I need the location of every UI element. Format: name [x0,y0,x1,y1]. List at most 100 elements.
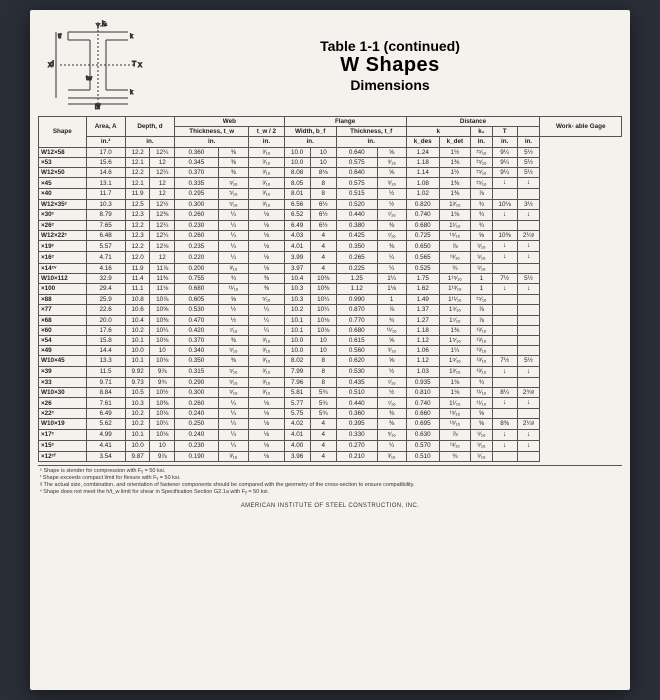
cell: 0.510 [406,451,439,461]
cell: 5½ [517,157,540,167]
cell: ×77 [39,305,87,315]
cell: 4 [310,451,336,461]
cell: ⅝ [218,295,249,305]
cell: ⅛ [249,409,284,419]
cell: ×16ᶜ [39,252,87,263]
cell: 0.230 [175,220,218,230]
unit-kdet: k_det [439,137,470,147]
cell: 12 [150,252,175,263]
cell: 8 [310,356,336,366]
cell: 0.300 [175,387,218,397]
table-row: ×339.719.739¾0.290⁵⁄₁₆³⁄₁₆7.9680.435⁷⁄₁₆… [39,377,622,387]
cell: ×17ᶜ [39,429,87,440]
cell: 0.225 [336,263,377,273]
cell: ×22ᶜ [39,409,87,419]
unit-kdes: k_des [406,137,439,147]
cell: 7½ [492,273,517,283]
cell: 10 [310,157,336,167]
cell [517,346,540,356]
cell: ×15ᶜ [39,440,87,451]
cell: 0.740 [406,398,439,409]
cell: ↓ [492,284,517,295]
cell: 9¼ [492,168,517,178]
cell: 14.4 [86,346,125,356]
cell: ¹³⁄₁₆ [470,335,492,345]
cell: ⁵⁄₁₆ [249,295,284,305]
cell: 0.615 [336,335,377,345]
cell: ×12ᶜᶠ [39,451,87,461]
cell: ¹⁵⁄₁₆ [439,231,470,241]
col-T: T [492,127,517,137]
cell: 1³⁄₁₆ [439,366,470,377]
cell: 5.81 [284,387,310,397]
cell: 12.5 [125,199,150,209]
cell: 2¼ᵍ [517,419,540,429]
cell: 0.360 [336,409,377,419]
cell: ⅝ [470,231,492,241]
cell: ↓ [492,440,517,451]
cell: ¹¹⁄₁₆ [470,398,492,409]
cell: ³⁄₁₆ [249,387,284,397]
cell: 0.425 [336,231,377,241]
cell: 8⅜ [492,419,517,429]
cell: ×60 [39,325,87,335]
w-shape-diagram: tf k₁ k d XX YY T tw bf k [38,20,158,110]
table-row: W10×308.8410.510½0.300⁵⁄₁₆³⁄₁₆5.815¾0.51… [39,387,622,397]
cell: 10.1 [125,356,150,366]
cell [492,409,517,419]
cell: 12.3 [125,209,150,220]
table-row: ×7722.610.610⅝0.530½¼10.210¼0.870⅞1.371⁹… [39,305,622,315]
cell: ¼ [249,305,284,315]
cell: ⅜ [218,157,249,167]
cell: 12.1 [125,178,150,189]
cell: 0.335 [175,178,218,189]
cell [492,295,517,305]
cell [517,263,540,273]
cell: 22.6 [86,305,125,315]
table-row: ×4513.112.1120.335⁵⁄₁₆³⁄₁₆8.0580.575⁹⁄₁₆… [39,178,622,189]
cell: 0.295 [175,189,218,199]
cell: 11.9 [125,263,150,273]
cell: 1.37 [406,305,439,315]
cell: ⁵⁄₁₆ [218,199,249,209]
cell: ⅝ [470,409,492,419]
cell: 4.41 [86,440,125,451]
cell: 10 [310,147,336,157]
cell: ↓ [517,366,540,377]
cell: 10.3 [284,284,310,295]
col-k: k [406,127,470,137]
cell: 5¾ [310,409,336,419]
cell: 1⁵⁄₁₆ [439,356,470,366]
svg-text:k: k [130,90,134,96]
cell: 11⅛ [150,284,175,295]
cell: 1¹³⁄₁₆ [439,284,470,295]
col-k1: k₁ [470,127,492,137]
cell: 4.16 [86,263,125,273]
cell: 10.0 [284,346,310,356]
cell: 10 [310,346,336,356]
cell: ¼ [218,220,249,230]
cell: ³⁄₁₆ [249,189,284,199]
cell: ¼ [218,398,249,409]
cell: 0.315 [175,366,218,377]
cell: 0.605 [175,295,218,305]
cell: ⁹⁄₁₆ [470,263,492,273]
svg-text:tw: tw [86,76,93,82]
table-row: ×30ᶜ8.7912.312⅜0.260¼⅛6.526½0.440⁷⁄₁₆0.7… [39,209,622,220]
cell: 0.820 [406,199,439,209]
cell: ⁵⁄₁₆ [218,189,249,199]
svg-text:k₁: k₁ [102,21,107,27]
cell: W10×30 [39,387,87,397]
cell: ⁵⁄₁₆ [218,346,249,356]
unit-bf: in. [284,137,336,147]
cell: ×39 [39,366,87,377]
cell: 0.870 [336,305,377,315]
cell: 1⅜ [439,157,470,167]
cell: 0.190 [175,451,218,461]
cell: 32.9 [86,273,125,283]
cell: 1.27 [406,315,439,325]
col-web-thick: Thickness, t_w [175,127,249,137]
cell: 0.575 [336,157,377,167]
cell: ⁷⁄₁₆ [377,377,406,387]
cell: 10⅛ [150,335,175,345]
